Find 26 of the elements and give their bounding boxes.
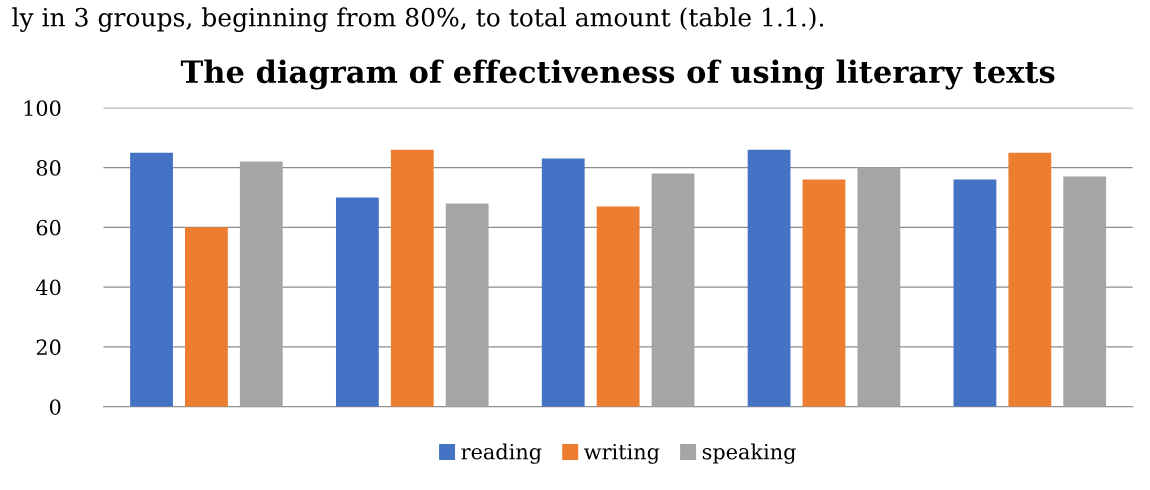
text: ly in 3 groups, beginning from 80%, to total amount (table 1.1.).: [12, 7, 824, 32]
bar: [802, 179, 846, 407]
chart-title: The diagram of effectiveness of using literary texts: [180, 59, 1055, 90]
bar: [541, 158, 585, 407]
y-tick-label: 40: [35, 279, 61, 296]
legend-label: writing: [584, 443, 660, 464]
bar: [651, 173, 695, 407]
bar: [747, 149, 791, 407]
legend-label: reading: [461, 443, 542, 464]
bar: [445, 203, 489, 407]
bar: [390, 149, 434, 407]
legend-label: speaking: [702, 443, 796, 464]
bar: [335, 197, 379, 407]
bar: [857, 167, 901, 407]
y-tick-label: 20: [36, 339, 61, 356]
y-tick-label: 0: [49, 399, 61, 415]
bar: [1063, 176, 1107, 407]
bar: [239, 161, 283, 407]
bar: [953, 179, 997, 407]
bar: [596, 206, 640, 407]
y-tick-label: 100: [24, 100, 61, 117]
y-tick-label: 80: [36, 160, 61, 176]
bar: [185, 227, 228, 407]
y-tick-label: 60: [36, 219, 61, 236]
bar: [1008, 152, 1052, 407]
bar: [130, 152, 173, 407]
